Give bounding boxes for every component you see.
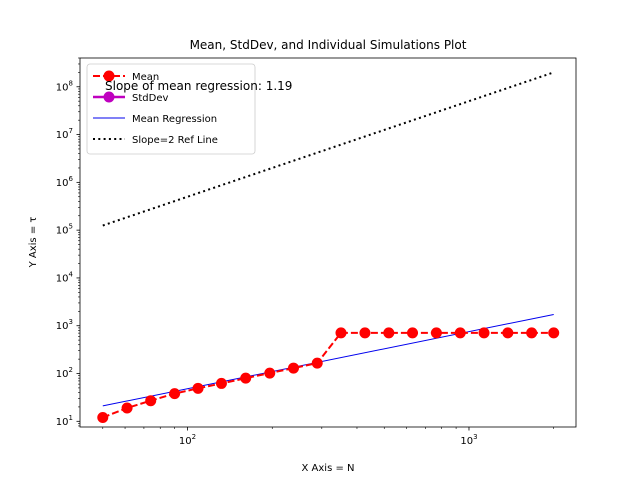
legend-marker bbox=[103, 91, 115, 103]
y-tick-label: 104 bbox=[56, 270, 74, 284]
y-tick-label: 102 bbox=[56, 366, 73, 380]
legend-label: Slope=2 Ref Line bbox=[132, 135, 218, 146]
legend-label: Mean bbox=[132, 72, 159, 83]
chart-title: Mean, StdDev, and Individual Simulations… bbox=[190, 38, 467, 52]
legend-entry: Mean Regression bbox=[93, 114, 217, 125]
plot-frame bbox=[79, 57, 577, 428]
y-tick-label: 106 bbox=[56, 175, 74, 189]
x-tick-label: 102 bbox=[179, 433, 196, 447]
y-tick-label: 108 bbox=[56, 79, 73, 93]
y-tick-label: 101 bbox=[56, 414, 73, 428]
legend-box bbox=[86, 63, 256, 155]
x-tick-label: 103 bbox=[460, 433, 477, 447]
mean-point bbox=[454, 327, 466, 339]
mean-point bbox=[121, 402, 133, 414]
legend-entry: Slope=2 Ref Line bbox=[93, 135, 218, 146]
legend-label: Mean Regression bbox=[132, 114, 217, 125]
mean-point bbox=[288, 362, 300, 374]
mean-point bbox=[169, 388, 181, 400]
mean-point bbox=[335, 327, 347, 339]
mean-point bbox=[97, 412, 109, 424]
mean-point bbox=[430, 327, 442, 339]
y-tick-label: 105 bbox=[56, 223, 73, 237]
regression-annotation: Slope of mean regression: 1.19 bbox=[105, 79, 292, 93]
y-tick-label: 103 bbox=[56, 318, 73, 332]
mean-point bbox=[215, 377, 227, 389]
legend: Mean StdDev Mean Regression Slope=2 Ref Lin… bbox=[86, 63, 256, 155]
mean-point bbox=[311, 357, 323, 369]
mean-point bbox=[145, 395, 157, 407]
series-layer bbox=[97, 71, 560, 424]
x-axis-label: X Axis = N bbox=[302, 463, 355, 474]
legend-entry: StdDev bbox=[93, 91, 168, 104]
mean-point bbox=[478, 327, 490, 339]
legend-label: StdDev bbox=[132, 93, 168, 104]
mean-point bbox=[192, 382, 204, 394]
mean-point bbox=[264, 367, 276, 379]
legend-marker bbox=[103, 70, 115, 82]
y-axis-label: Y Axis = τ bbox=[28, 217, 39, 269]
mean-line bbox=[102, 331, 554, 419]
mean-point bbox=[407, 327, 419, 339]
mean-point bbox=[526, 327, 538, 339]
mean-point bbox=[359, 327, 371, 339]
legend-entry: Mean bbox=[93, 70, 159, 83]
y-tick-label: 107 bbox=[56, 127, 73, 141]
mean-point bbox=[548, 327, 560, 339]
mean-point bbox=[383, 327, 395, 339]
mean-point bbox=[502, 327, 514, 339]
mean-point bbox=[240, 372, 252, 384]
